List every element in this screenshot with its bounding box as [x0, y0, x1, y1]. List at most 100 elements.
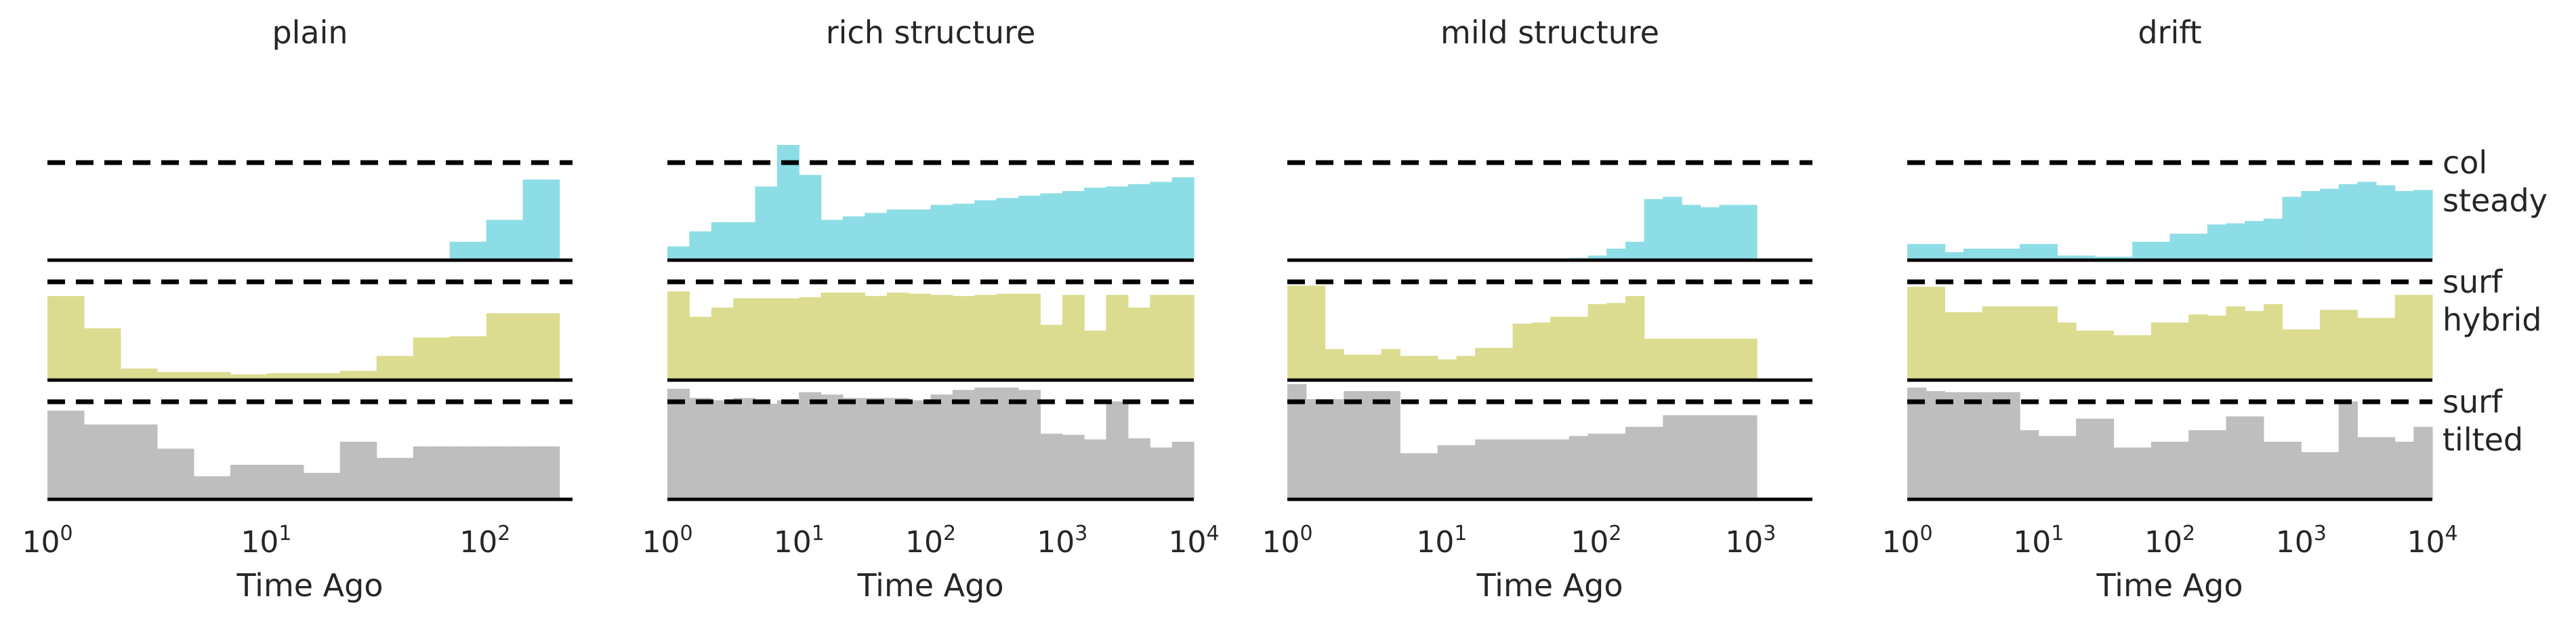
hist-bar-tilted: [486, 446, 505, 499]
hist-bar-hybrid: [2375, 318, 2396, 380]
hist-bar-steady: [2357, 182, 2377, 260]
hist-bar-tilted: [733, 398, 756, 499]
hist-bar-steady: [504, 220, 524, 260]
hist-bar-tilted: [413, 446, 432, 499]
hist-bar-hybrid: [2357, 318, 2377, 380]
x-tick-base: 10: [1168, 525, 1206, 560]
row-label-lower: hybrid: [2443, 301, 2541, 338]
x-tick-exponent: 1: [1454, 522, 1467, 545]
hist-bar-tilted: [83, 424, 103, 499]
x-tick-label: 103: [1037, 522, 1087, 560]
hist-bar-steady: [799, 175, 822, 260]
hist-bar-tilted: [755, 403, 778, 499]
hist-bar-hybrid: [1512, 323, 1532, 380]
hist-bar-tilted: [1945, 392, 1964, 499]
hist-bar-hybrid: [1018, 293, 1041, 380]
hist-bar-hybrid: [1700, 338, 1720, 380]
hist-bar-tilted: [2282, 442, 2302, 499]
hist-bar-tilted: [886, 398, 909, 499]
x-tick-exponent: 3: [1763, 522, 1776, 545]
hist-bar-hybrid: [1040, 325, 1063, 380]
hist-bar-hybrid: [1738, 338, 1758, 380]
hist-bar-tilted: [2057, 436, 2077, 499]
x-tick-base: 10: [2013, 525, 2051, 560]
hist-bar-steady: [2151, 241, 2171, 260]
x-tick-label: 102: [1571, 522, 1621, 560]
hist-bar-tilted: [2394, 442, 2414, 499]
x-tick-exponent: 0: [1919, 522, 1932, 545]
hist-bar-tilted: [1512, 439, 1532, 499]
hist-bar-hybrid: [65, 295, 85, 380]
hist-bar-tilted: [1437, 445, 1457, 499]
hist-bar-tilted: [1926, 391, 1945, 499]
hist-bar-steady: [1040, 193, 1063, 260]
x-tick-label: 100: [22, 522, 72, 560]
x-tick-label: 102: [459, 522, 510, 560]
hist-bar-tilted: [321, 472, 341, 499]
hist-bar-hybrid: [1084, 330, 1107, 380]
hist-bar-tilted: [1150, 447, 1173, 499]
x-tick-label: 103: [2276, 522, 2327, 560]
hist-bar-steady: [2094, 256, 2115, 260]
hist-bar-steady: [1982, 249, 2001, 260]
hist-bar-steady: [2226, 223, 2245, 260]
row-label-lower: tilted: [2443, 421, 2523, 458]
hist-bar-hybrid: [974, 295, 997, 380]
hist-bar-tilted: [193, 476, 213, 499]
hist-bar-hybrid: [886, 292, 909, 380]
hist-bar-tilted: [1644, 426, 1663, 499]
hist-bar-steady: [541, 180, 560, 260]
hist-bar-tilted: [1738, 415, 1758, 499]
hist-bar-tilted: [2169, 442, 2189, 499]
hist-bar-steady: [1127, 184, 1150, 260]
hist-bar-tilted: [522, 446, 542, 499]
hist-bar-steady: [820, 220, 844, 260]
hist-bar-tilted: [2094, 419, 2115, 499]
hist-bar-hybrid: [1419, 356, 1438, 380]
hist-bar-tilted: [2020, 430, 2039, 499]
hist-bar-tilted: [1531, 439, 1551, 499]
hist-bar-hybrid: [1362, 354, 1382, 380]
hist-bar-hybrid: [776, 298, 799, 380]
hist-bar-hybrid: [486, 313, 505, 380]
hist-bar-tilted: [820, 394, 844, 499]
hist-bar-tilted: [2319, 452, 2340, 499]
x-tick-label: 102: [2144, 522, 2195, 560]
hist-bar-tilted: [2245, 416, 2264, 499]
hist-bar-hybrid: [2113, 335, 2133, 380]
hist-bar-steady: [2338, 184, 2358, 260]
hist-bar-hybrid: [1569, 316, 1589, 380]
hist-bar-hybrid: [230, 374, 249, 380]
x-tick-base: 10: [774, 525, 812, 560]
hist-bar-tilted: [1475, 439, 1495, 499]
hist-bar-steady: [2169, 233, 2189, 260]
hist-bar-hybrid: [2038, 306, 2058, 380]
hist-bar-tilted: [248, 465, 268, 499]
hist-bar-tilted: [468, 446, 487, 499]
hist-bar-tilted: [909, 400, 932, 499]
x-tick-label: 104: [2407, 522, 2457, 560]
hist-bar-tilted: [1550, 439, 1570, 499]
hist-bar-hybrid: [1475, 348, 1495, 380]
hist-bar-tilted: [449, 446, 469, 499]
x-tick-base: 10: [2407, 525, 2445, 560]
hist-bar-hybrid: [1344, 354, 1363, 380]
hist-bar-steady: [2394, 191, 2414, 260]
hist-bar-hybrid: [909, 293, 932, 380]
hist-bar-tilted: [1127, 438, 1150, 499]
x-tick-base: 10: [241, 525, 278, 560]
hist-bar-steady: [2282, 196, 2302, 260]
hist-bar-hybrid: [541, 313, 560, 380]
hist-bar-tilted: [102, 424, 121, 499]
hist-bar-hybrid: [2245, 311, 2264, 380]
hist-bar-hybrid: [248, 374, 268, 380]
hist-bar-steady: [1018, 195, 1041, 260]
hist-bar-hybrid: [1493, 348, 1514, 380]
hist-bar-tilted: [2151, 442, 2171, 499]
hist-bar-tilted: [2226, 416, 2245, 499]
hist-bar-tilted: [1018, 390, 1041, 499]
hist-bar-tilted: [175, 449, 194, 499]
hist-bar-tilted: [394, 457, 414, 499]
